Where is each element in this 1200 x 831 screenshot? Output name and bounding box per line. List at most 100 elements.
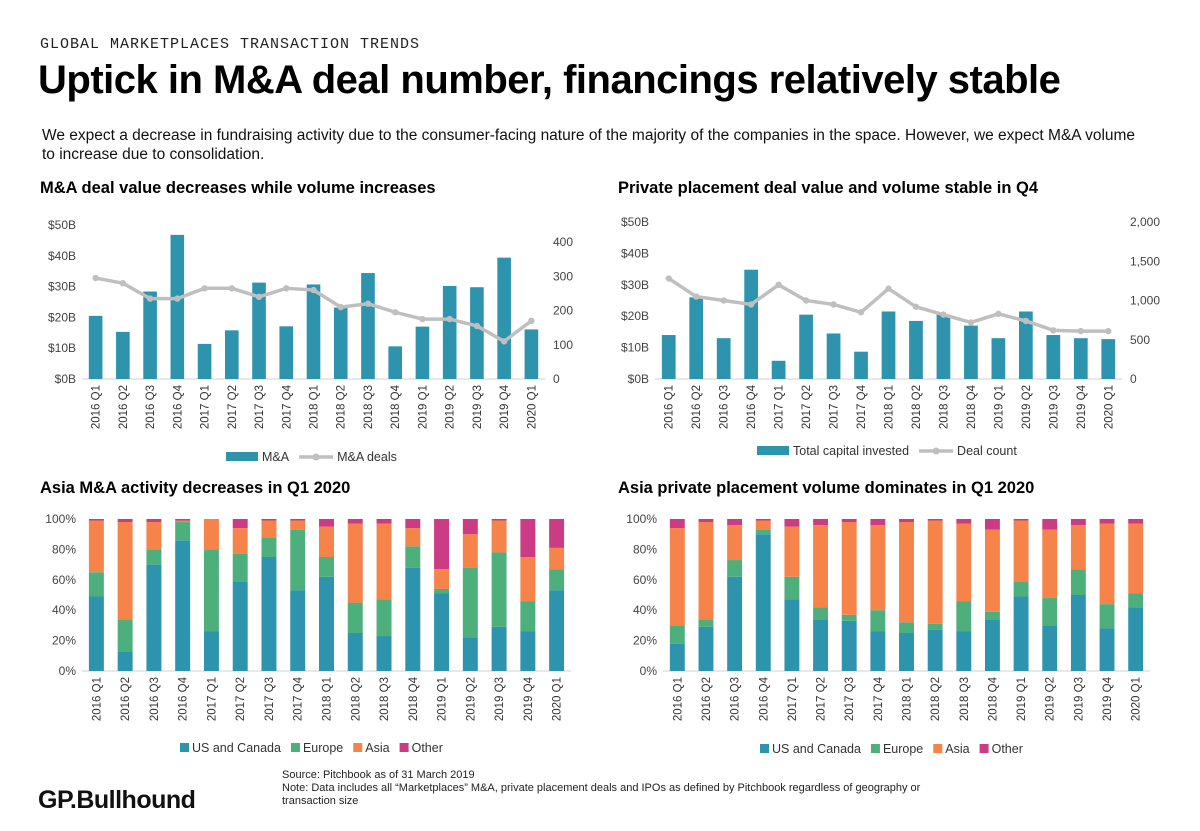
x-tick-label-2019-q3: 2019 Q3 <box>1073 677 1085 721</box>
x-tick-label-2018-q2: 2018 Q2 <box>350 677 362 721</box>
segment-other-2017-q3 <box>261 519 277 521</box>
bar-2016-q2 <box>116 331 130 379</box>
segment-other-2020-q1 <box>549 519 565 548</box>
legend-swatch-other <box>399 743 409 752</box>
x-tick-label-2017-q3: 2017 Q3 <box>264 677 276 721</box>
x-tick-label-2016-q2: 2016 Q2 <box>701 677 713 721</box>
segment-other-2020-q1 <box>1128 519 1144 524</box>
segment-other-2019-q1 <box>434 519 450 570</box>
point-2016-q1 <box>665 275 672 282</box>
y-tick-label: 20% <box>52 634 76 648</box>
point-2016-q1 <box>92 274 99 282</box>
segment-us-and-canada-2020-q1 <box>1128 607 1144 671</box>
segment-us-and-canada-2016-q4 <box>755 534 771 671</box>
bar-2017-q1 <box>771 360 786 379</box>
point-2016-q2 <box>119 279 127 287</box>
segment-other-2018-q3 <box>956 519 972 524</box>
segment-europe-2018-q4 <box>405 546 421 568</box>
bar-2017-q3 <box>252 282 266 379</box>
x-tick-label-2019-q2: 2019 Q2 <box>1045 677 1057 721</box>
x-tick-label-2017-q1: 2017 Q1 <box>200 385 212 429</box>
point-2019-q4 <box>1077 327 1084 335</box>
y-left-tick-label: $40B <box>48 249 76 263</box>
segment-other-2019-q2 <box>1042 519 1058 530</box>
legend-swatch-europe <box>870 744 880 753</box>
x-tick-label-2017-q3: 2017 Q3 <box>829 385 841 429</box>
segment-europe-2016-q3 <box>146 549 162 565</box>
x-tick-label-2016-q3: 2016 Q3 <box>719 385 731 429</box>
point-2018-q1 <box>310 286 317 294</box>
y-left-tick-label: $20B <box>621 309 649 323</box>
segment-asia-2017-q2 <box>813 525 829 608</box>
bar-2017-q4 <box>854 351 868 379</box>
x-tick-label-2018-q1: 2018 Q1 <box>902 677 914 721</box>
point-2017-q4 <box>283 285 290 292</box>
y-tick-label: 20% <box>633 634 657 648</box>
x-tick-label-2018-q1: 2018 Q1 <box>884 385 896 429</box>
segment-asia-2018-q2 <box>347 523 363 603</box>
y-right-tick-label: 1,000 <box>1130 294 1160 308</box>
bar-2016-q2 <box>689 297 704 379</box>
segment-us-and-canada-2018-q3 <box>956 631 972 671</box>
y-right-tick-label: 2,000 <box>1130 215 1160 229</box>
x-tick-label-2016-q2: 2016 Q2 <box>118 385 130 429</box>
x-tick-label-2019-q2: 2019 Q2 <box>465 677 477 721</box>
segment-europe-2016-q2 <box>698 619 714 627</box>
y-right-tick-label: 0 <box>1130 372 1137 386</box>
x-tick-label-2017-q1: 2017 Q1 <box>206 677 218 721</box>
segment-other-2018-q4 <box>405 519 421 529</box>
y-right-tick-label: 100 <box>553 338 573 352</box>
segment-us-and-canada-2018-q4 <box>405 567 421 671</box>
bar-2018-q1 <box>881 311 896 379</box>
segment-asia-2018-q3 <box>956 523 972 602</box>
bar-2018-q1 <box>306 284 321 379</box>
legend-swatch-europe <box>290 743 300 752</box>
x-tick-label-2016-q1: 2016 Q1 <box>672 677 684 721</box>
x-tick-label-2019-q3: 2019 Q3 <box>1048 385 1060 429</box>
segment-us-and-canada-2018-q2 <box>927 629 943 671</box>
segment-asia-2019-q4 <box>1099 523 1115 605</box>
legend-label-europe: Europe <box>303 741 343 755</box>
data-note: Note: Data includes all “Marketplaces” M… <box>282 782 921 807</box>
segment-us-and-canada-2017-q1 <box>784 599 800 671</box>
y-tick-label: 0% <box>640 664 658 678</box>
x-tick-label-2019-q4: 2019 Q4 <box>1102 676 1114 721</box>
segment-asia-2018-q2 <box>927 520 943 624</box>
y-tick-label: 80% <box>633 542 657 556</box>
segment-europe-2017-q1 <box>203 549 219 632</box>
x-tick-label-2018-q4: 2018 Q4 <box>966 384 978 429</box>
segment-asia-2017-q1 <box>784 526 800 577</box>
y-tick-label: 0% <box>59 664 77 678</box>
legend-swatch-asia <box>353 743 363 752</box>
x-tick-label-2017-q2: 2017 Q2 <box>235 677 247 721</box>
point-2018-q3 <box>364 300 372 307</box>
x-tick-label-2016-q4: 2016 Q4 <box>178 676 190 721</box>
segment-europe-2020-q1 <box>549 569 565 591</box>
segment-other-2019-q3 <box>1070 519 1086 526</box>
chart-title-pp: Private placement deal value and volume … <box>618 179 1038 197</box>
bar-2016-q4 <box>170 234 185 379</box>
segment-asia-2018-q4 <box>984 529 1000 612</box>
segment-europe-2018-q1 <box>319 557 334 577</box>
point-2019-q1 <box>995 310 1002 318</box>
segment-other-2017-q2 <box>813 519 829 526</box>
segment-europe-2016-q1 <box>88 572 104 597</box>
x-tick-label-2016-q3: 2016 Q3 <box>730 677 742 721</box>
eyebrow-label: GLOBAL MARKETPLACES TRANSACTION TRENDS <box>40 36 421 53</box>
y-left-tick-label: $50B <box>621 215 649 229</box>
x-tick-label-2019-q3: 2019 Q3 <box>472 385 484 429</box>
x-tick-label-2016-q4: 2016 Q4 <box>746 384 758 429</box>
x-tick-label-2016-q1: 2016 Q1 <box>664 385 676 429</box>
segment-us-and-canada-2016-q1 <box>88 596 104 671</box>
bar-2017-q2 <box>224 330 239 379</box>
segment-europe-2017-q1 <box>784 576 800 600</box>
x-tick-label-2017-q2: 2017 Q2 <box>816 677 828 721</box>
x-tick-label-2019-q2: 2019 Q2 <box>445 385 457 429</box>
segment-us-and-canada-2019-q3 <box>1070 595 1086 671</box>
bar-2018-q2 <box>333 307 348 379</box>
point-2019-q3 <box>473 322 481 330</box>
segment-europe-2016-q1 <box>669 625 685 644</box>
segment-europe-2018-q2 <box>347 602 363 633</box>
legend-swatch-asia <box>933 744 943 753</box>
